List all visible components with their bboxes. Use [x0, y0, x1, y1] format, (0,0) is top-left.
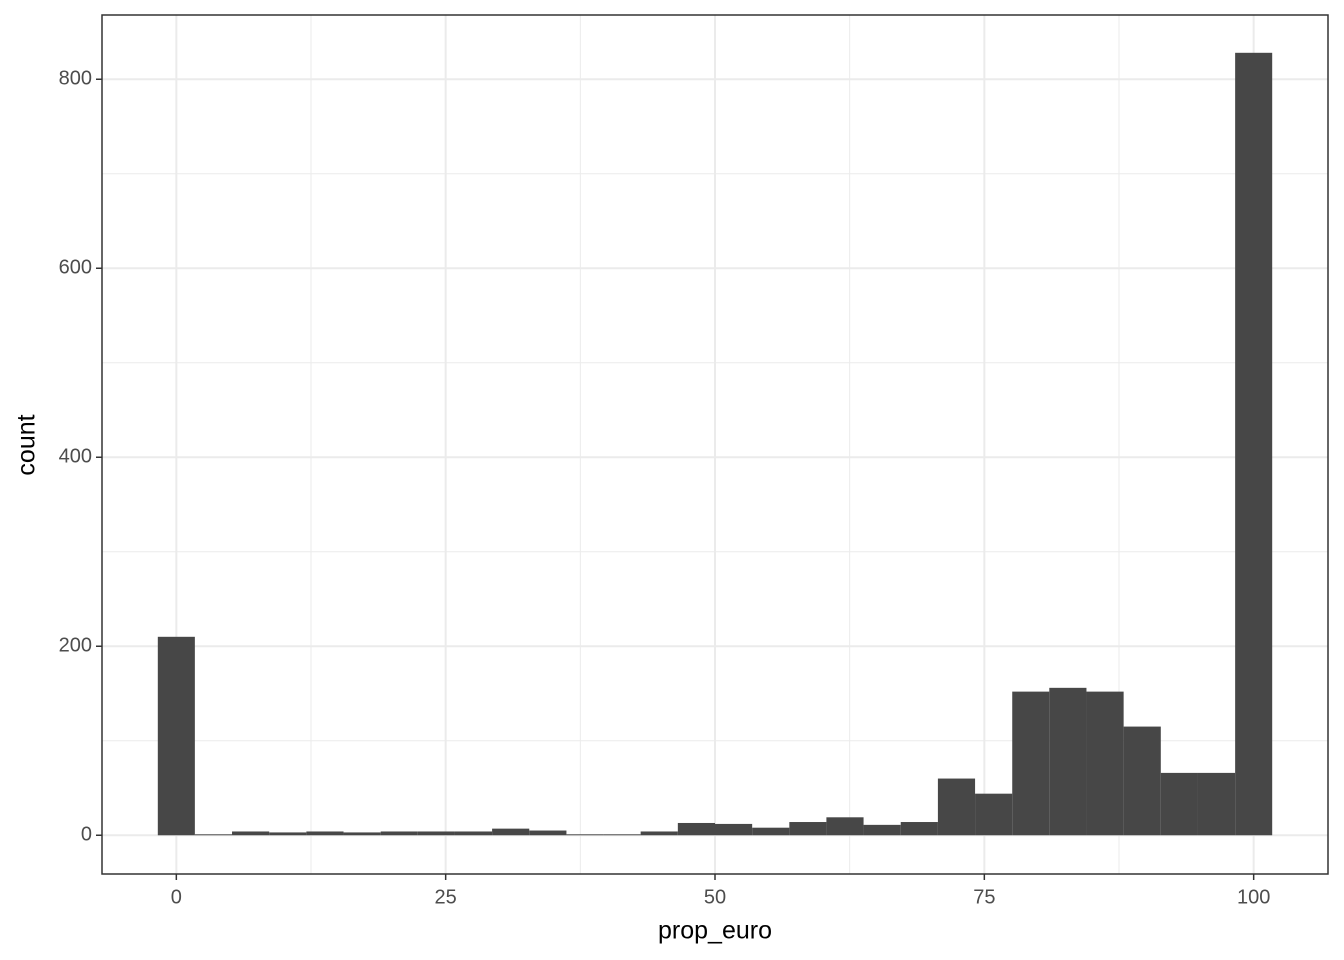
- y-tick-label: 400: [59, 446, 92, 468]
- x-tick-label: 25: [435, 886, 457, 908]
- bar: [157, 636, 195, 836]
- bar: [677, 822, 715, 836]
- bar: [1160, 772, 1198, 836]
- bar: [900, 822, 938, 836]
- y-axis-title: count: [13, 414, 41, 475]
- y-tick-label: 800: [59, 68, 92, 90]
- bar: [343, 832, 381, 836]
- bar: [232, 831, 270, 836]
- bar: [492, 828, 530, 836]
- bar: [603, 834, 641, 836]
- x-tick-label: 50: [704, 886, 726, 908]
- bar: [937, 778, 976, 836]
- bar: [269, 832, 307, 836]
- bar: [454, 831, 493, 836]
- bar: [1049, 687, 1087, 836]
- bar: [826, 817, 864, 836]
- x-axis-title: prop_euro: [658, 917, 772, 945]
- bar: [789, 822, 827, 836]
- y-tick-label: 600: [59, 257, 92, 279]
- bar: [863, 824, 901, 836]
- bar: [752, 827, 790, 836]
- bar: [1012, 691, 1050, 836]
- bar: [1123, 726, 1161, 836]
- bar: [715, 823, 753, 836]
- bar: [1235, 52, 1273, 836]
- bar: [380, 831, 418, 836]
- x-tick-label: 0: [171, 886, 182, 908]
- y-tick-label: 200: [59, 635, 92, 657]
- x-tick-label: 75: [973, 886, 995, 908]
- bar: [640, 831, 678, 836]
- bar: [566, 834, 604, 836]
- bar: [306, 831, 344, 836]
- bar: [417, 831, 455, 836]
- bar: [1086, 691, 1124, 836]
- bar: [975, 793, 1013, 836]
- x-tick-label: 100: [1237, 886, 1270, 908]
- bar: [1197, 772, 1236, 836]
- bar: [194, 834, 233, 836]
- y-tick-label: 0: [81, 824, 92, 846]
- bar: [529, 830, 567, 836]
- panel-border: [101, 14, 1329, 875]
